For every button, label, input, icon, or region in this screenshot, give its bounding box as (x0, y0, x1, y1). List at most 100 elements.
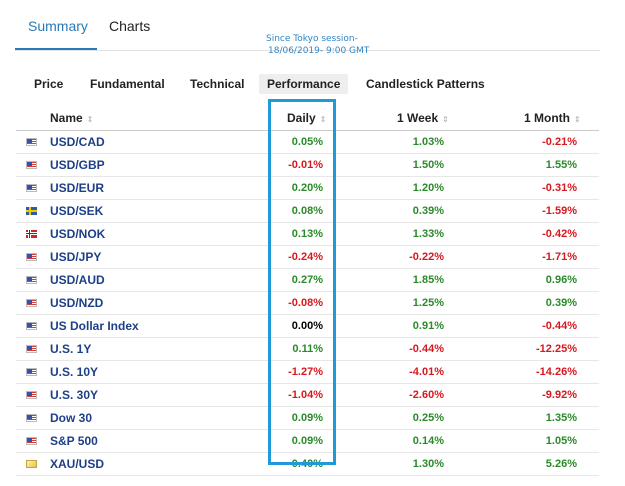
instrument-name-link[interactable]: USD/GBP (50, 158, 105, 172)
daily-change: -0.01% (288, 159, 323, 171)
month-change: -1.71% (542, 251, 577, 263)
us-flag-icon (26, 138, 37, 146)
month-change: -0.44% (542, 320, 577, 332)
sort-icon: ⇕ (86, 115, 94, 124)
instrument-name-link[interactable]: USD/NOK (50, 227, 106, 241)
col-header-1month[interactable]: 1 Month ⇕ (524, 111, 581, 125)
month-change: 0.39% (545, 297, 577, 309)
subtab-technical[interactable]: Technical (190, 77, 245, 91)
daily-change: 0.13% (291, 228, 323, 240)
instrument-name-link[interactable]: S&P 500 (50, 434, 98, 448)
instrument-name-link[interactable]: USD/CAD (50, 135, 105, 149)
daily-change: -0.08% (288, 297, 323, 309)
col-header-daily-label: Daily (287, 111, 316, 125)
col-header-name[interactable]: Name ⇕ (50, 111, 93, 125)
month-change: -0.42% (542, 228, 577, 240)
performance-table: Name ⇕ Daily ⇕ 1 Week ⇕ 1 Month ⇕ USD/CAD 0.0… (16, 106, 599, 476)
col-header-name-label: Name (50, 111, 83, 125)
instrument-name-link[interactable]: USD/AUD (50, 273, 105, 287)
instrument-name-link[interactable]: USD/JPY (50, 250, 102, 264)
week-change: 0.25% (412, 412, 444, 424)
week-change: 1.85% (412, 274, 444, 286)
week-change: 1.50% (412, 159, 444, 171)
week-change: 0.39% (412, 205, 444, 217)
instrument-name-link[interactable]: USD/NZD (50, 296, 104, 310)
tab-summary[interactable]: Summary (28, 18, 88, 34)
us-flag-icon (26, 299, 37, 307)
month-change: -1.59% (542, 205, 577, 217)
subtab-price[interactable]: Price (34, 77, 64, 91)
month-change: 1.05% (545, 435, 577, 447)
annotation-line-1: Since Tokyo session- (266, 34, 358, 44)
instrument-name-link[interactable]: US Dollar Index (50, 319, 139, 333)
table-row: USD/AUD 0.27% 1.85% 0.96% (16, 269, 599, 292)
tab-charts[interactable]: Charts (109, 18, 151, 34)
sort-icon: ⇕ (319, 115, 327, 124)
table-row: U.S. 10Y -1.27% -4.01% -14.26% (16, 361, 599, 384)
col-header-1week[interactable]: 1 Week ⇕ (397, 111, 449, 125)
table-row: USD/EUR 0.20% 1.20% -0.31% (16, 177, 599, 200)
sort-icon: ⇕ (574, 115, 581, 124)
month-change: -0.31% (542, 182, 577, 194)
week-change: 0.14% (412, 435, 444, 447)
daily-change: -1.04% (288, 389, 323, 401)
instrument-name-link[interactable]: USD/SEK (50, 204, 104, 218)
table-row: USD/JPY -0.24% -0.22% -1.71% (16, 246, 599, 269)
week-change: -4.01% (409, 366, 444, 378)
us-flag-icon (26, 345, 37, 353)
us-flag-icon (26, 161, 37, 169)
week-change: 0.91% (412, 320, 444, 332)
table-header: Name ⇕ Daily ⇕ 1 Week ⇕ 1 Month ⇕ (16, 106, 599, 131)
col-header-1month-label: 1 Month (524, 111, 570, 125)
week-change: 1.20% (412, 182, 444, 194)
table-row: U.S. 30Y -1.04% -2.60% -9.92% (16, 384, 599, 407)
us-flag-icon (26, 391, 37, 399)
subtab-candlestick-patterns[interactable]: Candlestick Patterns (366, 77, 485, 91)
us-flag-icon (26, 253, 37, 261)
daily-change: 0.09% (291, 435, 323, 447)
table-row: USD/NOK 0.13% 1.33% -0.42% (16, 223, 599, 246)
table-row: USD/CAD 0.05% 1.03% -0.21% (16, 131, 599, 154)
gold-flag-icon (26, 460, 37, 468)
instrument-name-link[interactable]: Dow 30 (50, 411, 93, 425)
top-tab-bar: Summary Charts Since Tokyo session- 18/0… (0, 0, 625, 56)
annotation-line-2: 18/06/2019- 9:00 GMT (268, 46, 370, 56)
us-flag-icon (26, 184, 37, 192)
sort-icon: ⇕ (442, 115, 449, 124)
col-header-daily[interactable]: Daily ⇕ (287, 111, 326, 125)
no-flag-icon (26, 230, 37, 238)
table-row: S&P 500 0.09% 0.14% 1.05% (16, 430, 599, 453)
instrument-name-link[interactable]: XAU/USD (50, 457, 105, 471)
daily-change: 0.00% (291, 320, 323, 332)
us-flag-icon (26, 322, 37, 330)
month-change: -0.21% (542, 136, 577, 148)
week-change: 1.25% (412, 297, 444, 309)
table-row: USD/SEK 0.08% 0.39% -1.59% (16, 200, 599, 223)
daily-change: 0.09% (291, 412, 323, 424)
instrument-name-link[interactable]: U.S. 30Y (50, 388, 99, 402)
month-change: 1.35% (545, 412, 577, 424)
week-change: -2.60% (409, 389, 444, 401)
month-change: -9.92% (542, 389, 577, 401)
instrument-name-link[interactable]: USD/EUR (50, 181, 105, 195)
se-flag-icon (26, 207, 37, 215)
table-body: USD/CAD 0.05% 1.03% -0.21% USD/GBP -0.01% 1.50… (16, 131, 599, 476)
subtab-performance[interactable]: Performance (259, 74, 349, 94)
col-header-1week-label: 1 Week (397, 111, 439, 125)
month-change: -14.26% (536, 366, 577, 378)
instrument-name-link[interactable]: U.S. 10Y (50, 365, 99, 379)
table-row: USD/GBP -0.01% 1.50% 1.55% (16, 154, 599, 177)
us-flag-icon (26, 437, 37, 445)
month-change: -12.25% (536, 343, 577, 355)
month-change: 5.26% (545, 458, 577, 470)
daily-change: 0.20% (291, 182, 323, 194)
subtab-fundamental[interactable]: Fundamental (90, 77, 165, 91)
session-annotation: Since Tokyo session- 18/06/2019- 9:00 GM… (266, 33, 369, 57)
daily-change: -1.27% (288, 366, 323, 378)
instrument-name-link[interactable]: U.S. 1Y (50, 342, 92, 356)
tab-divider (15, 50, 600, 51)
week-change: -0.22% (409, 251, 444, 263)
daily-change: 0.05% (291, 136, 323, 148)
us-flag-icon (26, 368, 37, 376)
week-change: 1.30% (412, 458, 444, 470)
